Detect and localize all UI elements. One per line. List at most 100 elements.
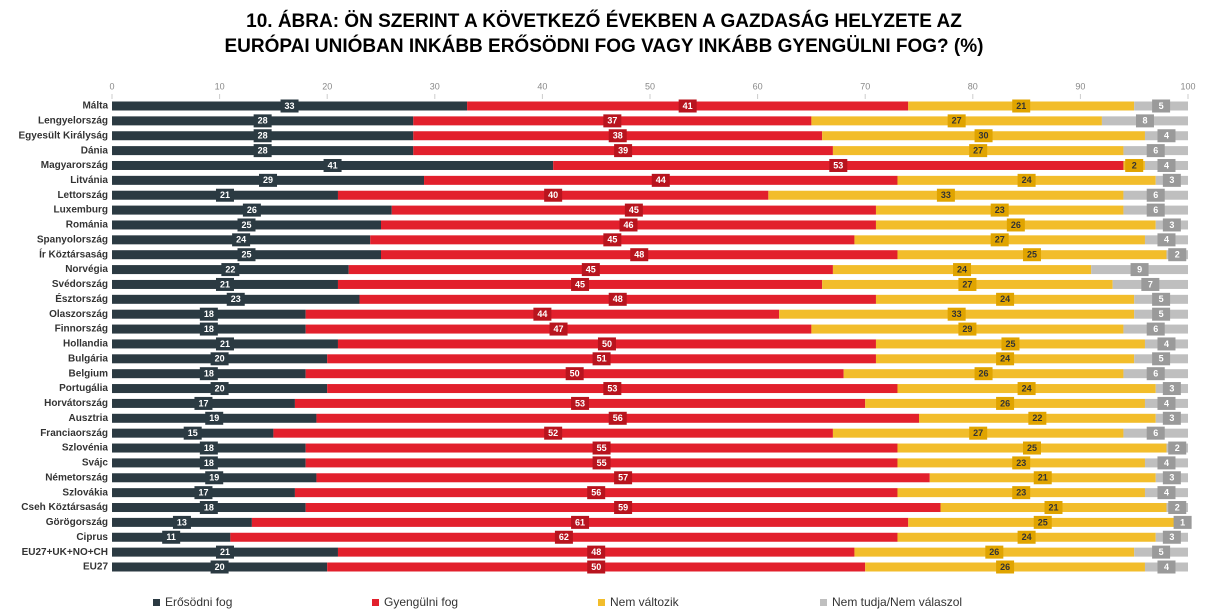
value-label: 23 [1016,458,1026,468]
value-label-box [592,441,611,455]
value-label-box [1162,218,1181,232]
value-label-box [603,233,622,247]
value-label: 13 [177,517,187,527]
value-label-box [592,456,611,470]
value-label: 4 [1164,562,1169,572]
value-label: 46 [623,220,633,230]
category-label: Egyesült Királyság [19,130,108,141]
value-label-box [1162,471,1181,485]
value-label: 18 [204,309,214,319]
value-label: 53 [607,383,617,393]
value-label-box [1168,501,1187,515]
value-label: 6 [1153,324,1158,334]
value-label: 21 [220,279,230,289]
value-label: 21 [220,339,230,349]
value-label-box [953,263,972,277]
value-label-box [958,322,977,336]
value-label-box [1141,277,1160,291]
value-label-box [259,173,278,187]
value-label: 21 [1016,101,1026,111]
value-label: 48 [634,250,644,260]
category-label: Svájc [82,458,109,469]
chart-title: EURÓPAI UNIÓBAN INKÁBB ERŐSÖDNI FOG VAGY… [225,35,984,57]
value-label: 28 [258,116,268,126]
category-label: Belgium [69,368,109,379]
value-label-box [1162,173,1181,187]
value-label-box [947,114,966,128]
x-tick-label: 50 [645,81,655,91]
value-label: 5 [1159,354,1164,364]
value-label: 2 [1175,443,1180,453]
category-label: Norvégia [65,264,108,275]
value-label-box [162,530,181,544]
value-label: 9 [1137,264,1142,274]
value-label: 21 [1048,502,1058,512]
value-label-box [1130,263,1149,277]
value-label: 45 [607,235,617,245]
value-label-box [1157,158,1176,172]
value-label: 18 [204,458,214,468]
category-label: Luxemburg [54,205,108,216]
value-label: 3 [1169,413,1174,423]
category-label: Észtország [55,292,108,305]
value-label-box [1157,129,1176,143]
value-label-box [1012,99,1031,113]
value-label: 5 [1159,309,1164,319]
value-label-box [199,501,218,515]
value-label: 18 [204,502,214,512]
value-label: 20 [215,562,225,572]
value-label-box [205,471,224,485]
value-label-box [1146,188,1165,202]
value-label: 45 [629,205,639,215]
value-label: 41 [683,101,693,111]
value-label: 44 [656,175,666,185]
value-label: 37 [607,116,617,126]
value-label: 62 [559,532,569,542]
x-tick-label: 90 [1075,81,1085,91]
value-label: 17 [198,398,208,408]
legend-label: Gyengülni fog [384,595,458,609]
value-label: 55 [597,443,607,453]
chart-title: 10. ÁBRA: ÖN SZERINT A KÖVETKEZŐ ÉVEKBEN… [246,10,962,32]
value-label: 20 [215,383,225,393]
value-label: 7 [1148,279,1153,289]
value-label: 53 [833,160,843,170]
value-label-box [624,203,643,217]
value-label: 50 [591,562,601,572]
category-label: Románia [66,220,109,231]
value-label-box [614,471,633,485]
value-label-box [232,233,251,247]
legend-label: Nem változik [610,595,680,609]
value-label: 24 [1022,383,1032,393]
value-label-box [215,337,234,351]
value-label-box [947,307,966,321]
value-label: 6 [1153,428,1158,438]
value-label-box [985,545,1004,559]
value-label-box [1146,426,1165,440]
value-label-box [1017,530,1036,544]
value-label-box [237,218,256,232]
value-label-box [990,203,1009,217]
value-label: 56 [613,413,623,423]
value-label-box [1152,292,1171,306]
value-label: 27 [995,235,1005,245]
category-label: Németország [45,472,108,483]
value-label-box [1033,515,1052,529]
x-tick-label: 40 [537,81,547,91]
value-label: 3 [1169,532,1174,542]
value-label-box [1001,337,1020,351]
category-label: Olaszország [49,309,108,320]
value-label-box [587,545,606,559]
value-label-box [1146,203,1165,217]
legend-swatch [372,599,379,606]
value-label: 4 [1164,339,1169,349]
value-label: 3 [1169,383,1174,393]
value-label: 24 [1000,294,1010,304]
value-label: 57 [618,473,628,483]
value-label: 61 [575,517,585,527]
value-label: 8 [1142,116,1147,126]
value-label-box [587,560,606,574]
value-label-box [199,456,218,470]
x-tick-label: 0 [109,81,114,91]
category-label: Szlovénia [62,443,109,454]
